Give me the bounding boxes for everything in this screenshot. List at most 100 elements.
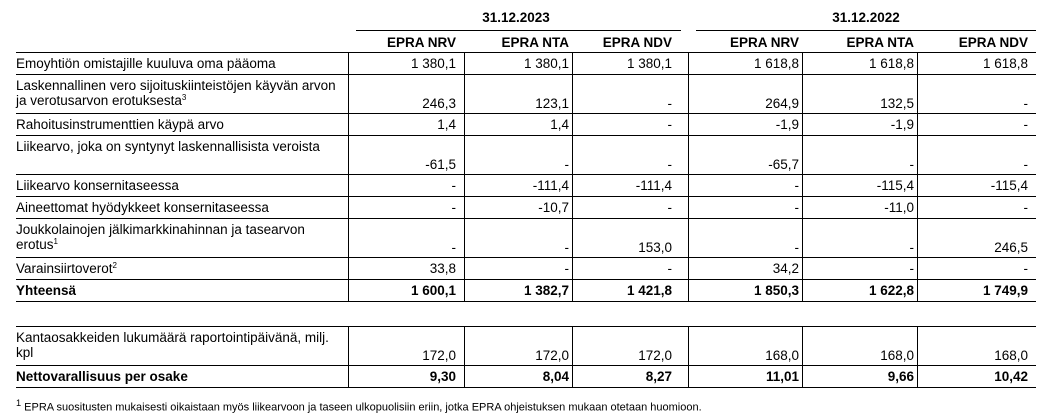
column-divider (802, 327, 803, 365)
row-value: - (1023, 200, 1029, 215)
column-divider (464, 280, 465, 301)
row-label-text: Yhteensä (16, 283, 77, 298)
column-divider (917, 258, 918, 279)
col-header-ndv-2022: EPRA NDV (958, 35, 1028, 50)
period-2023-underline (356, 30, 681, 31)
column-divider (917, 280, 918, 301)
footnote: 1 EPRA suositusten mukaisesti oikaistaan… (16, 398, 702, 414)
column-divider (802, 219, 803, 257)
row-value: 168,0 (765, 348, 799, 363)
column-divider (572, 327, 573, 365)
column-divider (572, 197, 573, 218)
column-divider (572, 366, 573, 387)
row-value: 1 600,1 (410, 283, 456, 298)
row-value: - (1023, 157, 1029, 172)
column-divider (348, 114, 349, 135)
table-row: Laskennallinen vero sijoituskiinteistöje… (16, 74, 1036, 113)
row-label: Yhteensä (16, 283, 346, 298)
column-divider (348, 327, 349, 365)
col-header-ndv-2023: EPRA NDV (602, 35, 672, 50)
row-value: 172,0 (638, 348, 672, 363)
row-label: Liikearvo konsernitaseessa (16, 178, 346, 193)
row-value: 172,0 (422, 348, 456, 363)
column-divider (688, 53, 689, 74)
table-row: Aineettomat hyödykkeet konsernitaseessa -… (16, 196, 1036, 218)
row-value: - (1023, 117, 1029, 132)
row-value: 132,5 (880, 96, 914, 111)
column-divider (464, 197, 465, 218)
row-value: 168,0 (994, 348, 1028, 363)
period-header-row: 31.12.2023 31.12.2022 (16, 0, 1036, 32)
row-label: Emoyhtiön omistajille kuuluva oma pääoma (16, 56, 346, 71)
table-row: Rahoitusinstrumenttien käypä arvo 1,4 1,4 -… (16, 113, 1036, 135)
row-value: - (794, 240, 800, 255)
table-body-main: Emoyhtiön omistajille kuuluva oma pääoma… (16, 52, 1036, 302)
table-row: Liikearvo konsernitaseessa - -111,4 -111,4 -… (16, 174, 1036, 196)
column-divider (688, 219, 689, 257)
column-divider (348, 258, 349, 279)
table-row: Yhteensä 1 600,1 1 382,7 1 421,8 1 850,3 1 62… (16, 279, 1036, 301)
column-divider (464, 136, 465, 174)
column-divider (348, 175, 349, 196)
row-label: Rahoitusinstrumenttien käypä arvo (16, 117, 346, 132)
column-divider (688, 175, 689, 196)
row-value: - (451, 200, 457, 215)
column-divider (917, 327, 918, 365)
row-value: 8,27 (645, 369, 672, 384)
column-divider (688, 197, 689, 218)
col-header-nta-2022: EPRA NTA (846, 35, 915, 50)
row-value: 9,30 (429, 369, 456, 384)
row-value: 172,0 (535, 348, 569, 363)
column-divider (688, 280, 689, 301)
row-label: Kantaosakkeiden lukumäärä raportointipäi… (16, 330, 346, 360)
row-value: - (451, 240, 457, 255)
column-divider (802, 75, 803, 113)
column-divider (917, 366, 918, 387)
footnote-mark: 1 (16, 398, 22, 408)
row-value: -1,9 (890, 117, 914, 132)
period-2022-underline (696, 30, 1036, 31)
column-divider (464, 327, 465, 365)
period-2023: 31.12.2023 (482, 10, 550, 25)
epra-nav-table: 31.12.2023 31.12.2022 EPRA NRV EPRA NTA … (16, 0, 1036, 388)
column-divider (464, 258, 465, 279)
column-divider (348, 75, 349, 113)
footnote-text: EPRA suositusten mukaisesti oikaistaan m… (24, 401, 702, 414)
row-label-text: Aineettomat hyödykkeet konsernitaseessa (16, 200, 269, 215)
row-label-text: Varainsiirtoverot (16, 261, 113, 276)
row-label: Varainsiirtoverot2 (16, 261, 346, 276)
row-value: 1 421,8 (626, 283, 672, 298)
row-value: 1 380,1 (410, 56, 456, 71)
column-divider (688, 327, 689, 365)
table-row: Kantaosakkeiden lukumäärä raportointipäi… (16, 326, 1036, 365)
row-value: 11,01 (765, 369, 799, 384)
row-value: -61,5 (425, 157, 456, 172)
table-row: Liikearvo, joka on syntynyt laskennallis… (16, 135, 1036, 174)
column-divider (464, 114, 465, 135)
row-value: 1 749,9 (982, 283, 1028, 298)
row-value: - (667, 200, 673, 215)
row-value: 1 380,1 (626, 56, 672, 71)
row-value: - (564, 240, 570, 255)
column-divider (464, 219, 465, 257)
col-header-nta-2023: EPRA NTA (501, 35, 570, 50)
row-value: 264,9 (765, 96, 799, 111)
column-divider (464, 53, 465, 74)
col-header-nrv-2022: EPRA NRV (729, 35, 799, 50)
row-value: 168,0 (880, 348, 914, 363)
footnote-ref: 3 (181, 93, 187, 102)
table-row: Nettovarallisuus per osake 9,30 8,04 8,27 11… (16, 365, 1036, 387)
table-body-per-share: Kantaosakkeiden lukumäärä raportointipäi… (16, 326, 1036, 388)
row-value: 8,04 (542, 369, 569, 384)
row-value: -111,4 (635, 178, 672, 193)
row-label: Liikearvo, joka on syntynyt laskennallis… (16, 139, 346, 154)
table-row: Emoyhtiön omistajille kuuluva oma pääoma… (16, 52, 1036, 74)
row-value: 33,8 (429, 261, 456, 276)
column-divider (572, 219, 573, 257)
column-divider (348, 197, 349, 218)
row-label-text: Nettovarallisuus per osake (16, 369, 188, 384)
footnote-ref: 2 (112, 261, 117, 270)
footnote-ref: 1 (53, 237, 58, 246)
column-divider (802, 258, 803, 279)
column-divider (802, 114, 803, 135)
